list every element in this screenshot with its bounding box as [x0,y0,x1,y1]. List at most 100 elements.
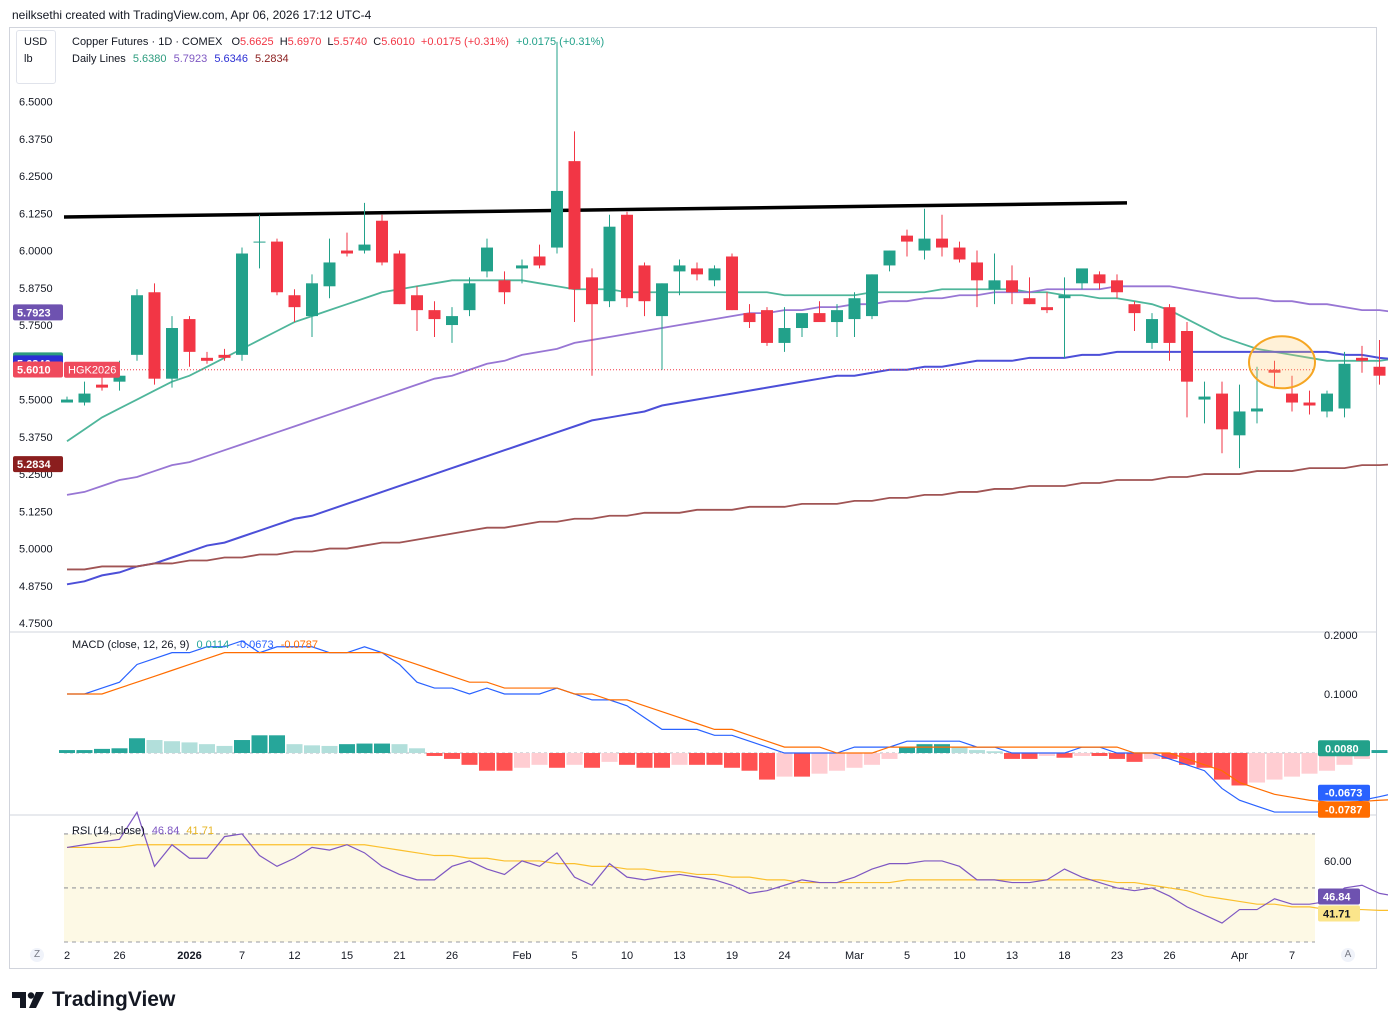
macd-signal-value: -0.0787 [280,639,319,651]
candle-body [866,274,878,317]
macd-histogram-bar [549,753,565,768]
candle-body [1076,268,1088,284]
macd-hist-badge-text: 0.0080 [1325,743,1359,755]
candle-body [1163,307,1176,343]
lines-title: Daily Lines [72,53,126,65]
time-axis-tick: 26 [1163,950,1175,962]
macd-histogram-bar [286,744,303,754]
macd-signal-badge-text: -0.0787 [1325,805,1362,817]
candle-body [918,238,931,251]
candle-body [971,262,983,281]
candle-body [61,399,73,403]
macd-histogram-bar [1319,753,1335,771]
candle-body [743,313,756,323]
candle-body [428,310,441,320]
macd-histogram-bar [654,753,670,768]
macd-histogram-bar [1074,753,1090,756]
price-axis-tick: 6.0000 [19,246,53,258]
chart-frame[interactable] [9,27,1377,969]
macd-histogram-bar [741,753,758,771]
currency-label: USD [24,36,48,48]
price-badge-text: 5.2834 [17,459,52,471]
candle-body [463,283,476,311]
rsi-legend[interactable]: RSI (14, close) 46.84 41.71 [72,825,214,837]
macd-histogram-bar [479,753,495,771]
macd-histogram-bar [1004,753,1020,759]
highlight-circle [1248,335,1316,390]
price-axis-tick: 6.1250 [19,208,53,220]
candle-body [306,283,318,317]
rsi-value: 46.84 [151,825,180,837]
price-badge: 5.6010 [13,361,63,378]
ohlc-change-2: +0.0175 (+0.31%) [516,36,605,48]
ohlc-close-label: C [373,36,382,48]
candle-body [1058,295,1071,299]
symbol-legend[interactable]: Copper Futures · 1D · COMEX O5.6625 H5.6… [72,36,604,48]
candle-body [586,277,598,305]
macd-histogram-bar [251,735,268,754]
time-axis-tick: 26 [113,950,125,962]
line-value-4: 5.2834 [255,53,289,65]
time-axis-tick: 12 [288,950,300,962]
zoom-button[interactable]: Z [30,948,44,962]
macd-histogram-bar [374,743,390,754]
rsi-ma-badge-text: 41.71 [1323,908,1351,920]
time-axis-tick: 23 [1111,950,1123,962]
price-axis-tick: 5.3750 [19,432,53,444]
candle-body [848,298,861,320]
macd-histogram-bar [461,753,478,765]
time-axis-tick: 7 [1289,950,1295,962]
ohlc-close: 5.6010 [381,36,415,48]
candle-body [778,328,791,343]
time-axis-tick: 7 [239,950,245,962]
candle-body [96,384,108,388]
time-axis-tick: 5 [904,950,910,962]
macd-histogram-bar [1231,753,1248,786]
macd-axis-tick: 0.2000 [1324,630,1358,642]
candle-body [533,256,546,266]
macd-histogram-bar [59,750,75,754]
time-axis-tick: Feb [513,950,532,962]
price-badge-text: 5.7923 [17,307,51,319]
candle-body [78,393,91,403]
macd-histogram-bar [1021,753,1038,759]
rsi-badge [1318,888,1360,905]
candle-body [376,220,388,263]
auto-scale-button[interactable]: A [1341,948,1355,962]
candle-body [726,256,738,311]
candle-body [1233,411,1246,436]
price-axis-tick: 6.3750 [19,134,53,146]
macd-histogram-bar [951,747,968,754]
candle-body [551,190,563,248]
rsi-line [66,810,1388,924]
candle-body [148,292,161,379]
price-axis-tick: 4.8750 [19,581,53,593]
macd-hist-badge [1318,740,1370,757]
lines-legend[interactable]: Daily Lines 5.6380 5.7923 5.6346 5.2834 [72,53,289,65]
candle-body [1216,393,1228,430]
symbol-title: Copper Futures · 1D · COMEX [72,36,223,48]
time-axis-tick: Apr [1231,950,1248,962]
candle-body [201,357,213,361]
candle-body [988,280,1001,290]
macd-histogram-bar [1336,753,1353,765]
candle-body [1356,357,1368,361]
rsi-badge-text: 46.84 [1323,891,1351,903]
macd-histogram-bar [864,753,880,765]
macd-legend[interactable]: MACD (close, 12, 26, 9) 0.0114 -0.0673 -… [72,639,318,651]
candle-body [603,226,616,302]
caption: neilksethi created with TradingView.com,… [12,8,372,22]
macd-histogram-bar [829,753,845,771]
macd-histogram-bar [811,753,828,774]
macd-histogram-bar [199,744,215,754]
unit-selector[interactable]: USD lb [16,30,56,84]
rsi-title: RSI (14, close) [72,825,145,837]
candle-body [708,268,721,281]
candle-body [393,253,406,305]
macd-histogram-bar [1091,753,1108,756]
macd-histogram-bar [1161,753,1178,759]
macd-histogram-bar [356,743,373,754]
moving-average-line [66,285,1388,496]
candle-body [761,310,773,343]
